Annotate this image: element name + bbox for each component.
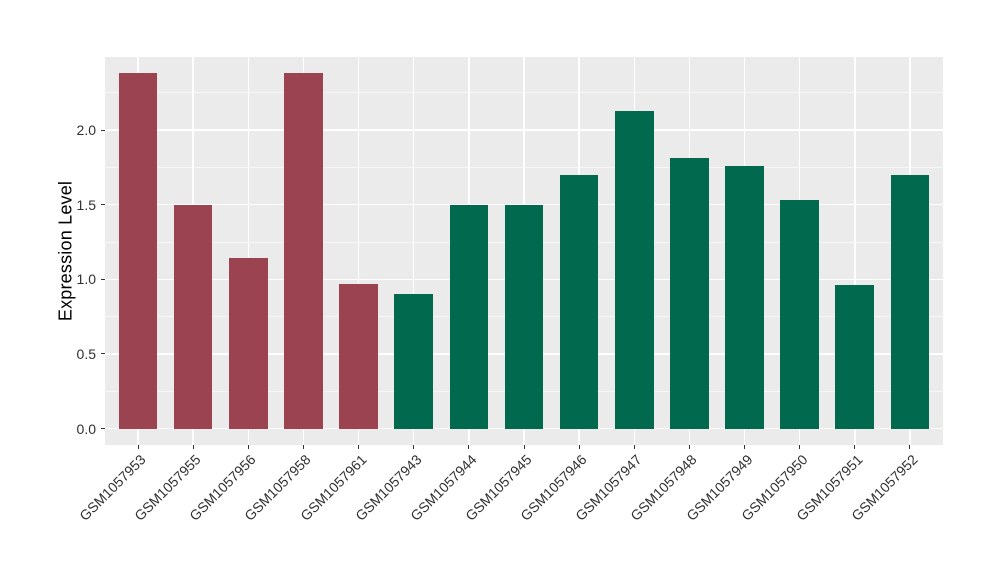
- vertical-gridline: [247, 57, 250, 445]
- vertical-gridline: [357, 57, 360, 445]
- x-tick-mark: [468, 445, 470, 449]
- x-tick-mark: [413, 445, 415, 449]
- bar-GSM1057949: [725, 165, 764, 429]
- plot-panel: [105, 57, 943, 445]
- y-tick-mark: [101, 204, 105, 206]
- bar-GSM1057946: [559, 174, 599, 429]
- x-tick-mark: [744, 445, 746, 449]
- y-tick-mark: [101, 353, 105, 355]
- x-tick-label: GSM1057952: [848, 451, 921, 524]
- x-tick-mark: [137, 445, 139, 449]
- x-tick-mark: [688, 445, 690, 449]
- bar-GSM1057943: [394, 294, 434, 429]
- x-tick-mark: [192, 445, 194, 449]
- y-tick-mark: [101, 129, 105, 131]
- bar-GSM1057944: [449, 204, 489, 429]
- x-tick-mark: [523, 445, 525, 449]
- bar-GSM1057950: [780, 200, 819, 429]
- bar-GSM1057955: [173, 204, 213, 429]
- vertical-gridline: [412, 57, 415, 445]
- bar-GSM1057961: [339, 283, 378, 429]
- bar-GSM1057953: [118, 73, 158, 429]
- y-tick-label: 1.5: [76, 196, 96, 213]
- bar-GSM1057948: [670, 158, 709, 429]
- bar-GSM1057958: [284, 73, 323, 429]
- x-tick-mark: [633, 445, 635, 449]
- x-tick-mark: [358, 445, 360, 449]
- x-tick-mark: [247, 445, 249, 449]
- x-tick-mark: [799, 445, 801, 449]
- y-tick-mark: [101, 278, 105, 280]
- x-tick-mark: [854, 445, 856, 449]
- x-tick-mark: [302, 445, 304, 449]
- bar-GSM1057947: [614, 110, 654, 429]
- y-tick-label: 0.0: [76, 420, 96, 437]
- bar-GSM1057952: [890, 174, 930, 429]
- bar-GSM1057951: [835, 285, 875, 429]
- y-tick-label: 1.0: [76, 271, 96, 288]
- y-tick-label: 2.0: [76, 122, 96, 139]
- y-tick-label: 0.5: [76, 345, 96, 362]
- bar-GSM1057956: [229, 258, 268, 429]
- vertical-gridline: [854, 57, 856, 445]
- y-tick-mark: [101, 428, 105, 430]
- x-tick-mark: [578, 445, 580, 449]
- bar-GSM1057945: [504, 204, 544, 429]
- x-tick-mark: [909, 445, 911, 449]
